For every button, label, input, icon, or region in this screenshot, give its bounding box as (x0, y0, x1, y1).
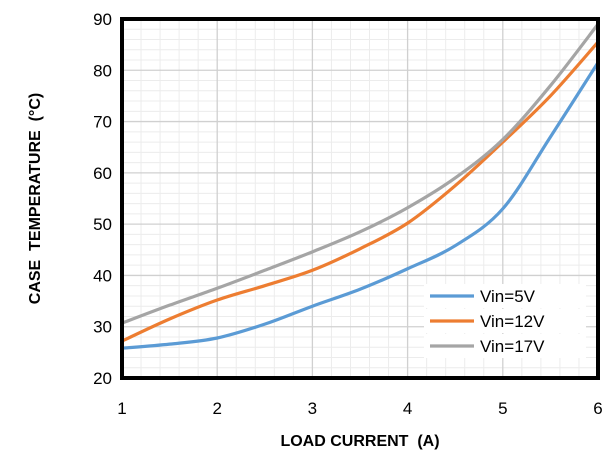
legend-label-2: Vin=12V (480, 312, 545, 331)
legend-label-1: Vin=5V (480, 287, 536, 306)
legend-label-3: Vin=17V (480, 337, 545, 356)
y-tick-label: 20 (93, 369, 112, 388)
y-tick-label: 40 (93, 266, 112, 285)
y-tick-label: 60 (93, 164, 112, 183)
x-tick-label: 3 (308, 399, 317, 418)
series-lines (120, 22, 600, 350)
y-tick-label: 80 (93, 61, 112, 80)
y-tick-label: 30 (93, 318, 112, 337)
y-axis-tick-labels: 20 30 40 50 60 70 80 90 (93, 10, 112, 388)
x-axis-title: LOAD CURRENT (A) (280, 433, 439, 450)
y-axis-title: CASE TEMPERATURE (°C) (27, 93, 44, 304)
y-tick-label: 90 (93, 10, 112, 29)
x-axis-tick-labels: 1 2 3 4 5 6 (117, 399, 602, 418)
y-tick-label: 70 (93, 113, 112, 132)
series-line-1 (120, 60, 600, 350)
plot-frame (120, 17, 600, 380)
series-line-3 (120, 22, 600, 325)
x-tick-label: 1 (117, 399, 126, 418)
x-tick-label: 6 (593, 399, 602, 418)
x-tick-label: 2 (212, 399, 221, 418)
y-tick-label: 50 (93, 215, 112, 234)
x-tick-label: 5 (498, 399, 507, 418)
legend: Vin=5V Vin=12V Vin=17V (424, 284, 586, 358)
x-tick-label: 4 (403, 399, 412, 418)
series-line-2 (120, 40, 600, 343)
